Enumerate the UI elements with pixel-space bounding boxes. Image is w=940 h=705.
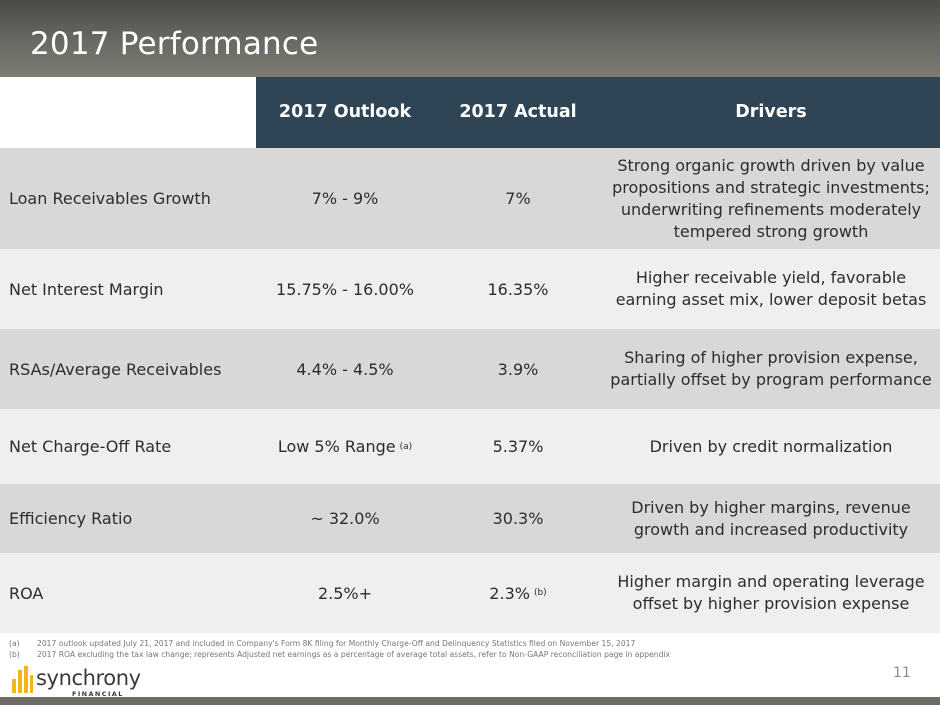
row-metric: RSAs/Average Receivables xyxy=(9,359,222,379)
row-drivers: Strong organic growth driven by value pr… xyxy=(612,155,930,241)
table-row: RSAs/Average Receivables 4.4% - 4.5% 3.9… xyxy=(0,329,940,409)
row-metric: Net Interest Margin xyxy=(9,279,164,299)
footnotes: (a) 2017 outlook updated July 21, 2017 a… xyxy=(9,638,917,660)
row-outlook: 2.5%+ xyxy=(317,583,373,603)
row-outlook: Low 5% Range xyxy=(277,437,396,456)
page-title: 2017 Performance xyxy=(30,26,319,62)
row-actual: 3.9% xyxy=(497,359,539,379)
table-header: 2017 Outlook 2017 Actual Drivers xyxy=(256,77,940,148)
row-outlook: 4.4% - 4.5% xyxy=(296,359,394,379)
row-outlook: 15.75% - 16.00% xyxy=(276,279,414,299)
logo-mark-icon xyxy=(12,666,33,693)
table-row: ROA 2.5%+ 2.3% (b) Higher margin and oper… xyxy=(0,553,940,633)
bottom-bar xyxy=(0,697,940,705)
row-actual: 16.35% xyxy=(487,279,549,299)
row-actual: 5.37% xyxy=(492,437,544,456)
logo-wordmark: synchrony xyxy=(36,666,141,690)
footnote-tag: (b) xyxy=(9,650,20,659)
row-drivers: Sharing of higher provision expense, par… xyxy=(610,348,932,389)
row-metric: Efficiency Ratio xyxy=(9,509,133,528)
row-actual-cell: 2.3% (b) xyxy=(438,553,598,633)
header-outlook: 2017 Outlook xyxy=(278,102,412,122)
table-row: Net Charge-Off Rate Low 5% Range (a) 5.37… xyxy=(0,409,940,484)
footnote-text: 2017 outlook updated July 21, 2017 and i… xyxy=(37,639,636,648)
footnote-text: 2017 ROA excluding the tax law change; r… xyxy=(37,650,671,659)
footnote-marker-a: (a) xyxy=(399,441,413,452)
row-actual: 2.3% xyxy=(489,583,530,603)
row-metric: Loan Receivables Growth xyxy=(9,189,211,208)
footnote-marker-b: (b) xyxy=(533,588,547,598)
row-metric: ROA xyxy=(9,583,44,603)
table-row: Loan Receivables Growth 7% - 9% 7% Stron… xyxy=(0,148,940,249)
row-actual: 7% xyxy=(505,189,531,208)
row-metric: Net Charge-Off Rate xyxy=(9,437,172,456)
logo-subtitle: FINANCIAL xyxy=(72,690,124,698)
footnote-a: (a) 2017 outlook updated July 21, 2017 a… xyxy=(9,638,917,649)
footnote-tag: (a) xyxy=(9,639,20,648)
row-drivers: Driven by credit normalization xyxy=(649,436,893,456)
title-bar: 2017 Performance xyxy=(0,0,940,77)
table-row: Net Interest Margin 15.75% - 16.00% 16.3… xyxy=(0,249,940,329)
row-drivers: Driven by higher margins, revenue growth… xyxy=(631,497,911,539)
page-number: 11 xyxy=(893,665,911,681)
row-outlook: 7% - 9% xyxy=(311,189,379,208)
row-drivers: Higher margin and operating leverage off… xyxy=(617,572,925,613)
table-row: Efficiency Ratio ~ 32.0% 30.3% Driven by… xyxy=(0,484,940,553)
header-actual: 2017 Actual xyxy=(459,102,577,122)
row-actual: 30.3% xyxy=(492,509,544,528)
row-outlook-cell: Low 5% Range (a) xyxy=(256,409,434,484)
row-outlook: ~ 32.0% xyxy=(310,509,380,528)
row-drivers: Higher receivable yield, favorable earni… xyxy=(615,268,927,309)
footnote-b: (b) 2017 ROA excluding the tax law chang… xyxy=(9,649,917,660)
header-drivers: Drivers xyxy=(735,102,807,122)
